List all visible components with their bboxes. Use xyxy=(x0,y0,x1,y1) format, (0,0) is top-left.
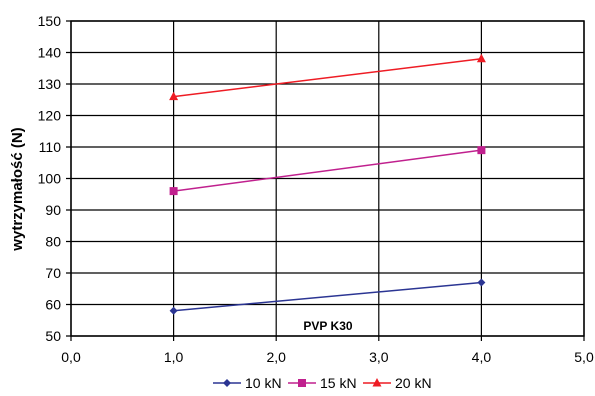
y-tick-label: 100 xyxy=(38,171,62,187)
legend-item: 10 kN xyxy=(213,375,282,391)
y-tick-label: 70 xyxy=(45,265,61,281)
series-group xyxy=(169,53,486,315)
data-point xyxy=(477,278,486,287)
series-line xyxy=(173,281,482,312)
y-tick-label: 50 xyxy=(45,328,61,344)
y-tick-label: 80 xyxy=(45,234,61,250)
legend-marker xyxy=(298,379,306,387)
legend-label: 20 kN xyxy=(395,375,432,391)
legend-marker xyxy=(223,379,231,387)
legend-item: 20 kN xyxy=(363,375,432,391)
data-point xyxy=(476,53,486,63)
series-2 xyxy=(169,53,486,101)
y-tick-label: 120 xyxy=(38,108,62,124)
data-point xyxy=(169,91,179,101)
series-line xyxy=(173,149,482,192)
legend: 10 kN 15 kN 20 kN xyxy=(213,375,432,391)
legend-marker xyxy=(372,378,382,387)
data-point xyxy=(477,146,486,155)
data-point xyxy=(169,306,178,315)
y-axis-label: wytrzymałość (N) xyxy=(9,127,26,251)
chart-annotation: PVP K30 xyxy=(303,319,352,333)
legend-label: 15 kN xyxy=(320,375,357,391)
chart-grid xyxy=(66,20,585,341)
y-tick-label: 90 xyxy=(45,202,61,218)
y-tick-label: 140 xyxy=(38,45,62,61)
x-tick-label: 1,0 xyxy=(164,349,184,365)
x-tick-label: 3,0 xyxy=(369,349,389,365)
y-tick-label: 130 xyxy=(38,76,62,92)
x-axis-ticks: 0,0 1,0 2,0 3,0 4,0 5,0 xyxy=(61,349,594,365)
y-axis-ticks: 50 60 70 80 90 100 110 120 130 140 150 xyxy=(38,13,62,344)
legend-label: 10 kN xyxy=(245,375,282,391)
x-tick-label: 5,0 xyxy=(574,349,594,365)
series-line xyxy=(173,58,482,98)
x-tick-label: 4,0 xyxy=(472,349,492,365)
series-0 xyxy=(169,278,486,315)
y-tick-label: 110 xyxy=(39,139,62,155)
series-1 xyxy=(169,146,486,196)
data-point xyxy=(169,187,178,196)
legend-item: 15 kN xyxy=(288,375,357,391)
x-tick-label: 0,0 xyxy=(61,349,81,365)
x-tick-label: 2,0 xyxy=(266,349,286,365)
y-tick-label: 60 xyxy=(45,297,61,313)
y-tick-label: 150 xyxy=(38,13,62,29)
